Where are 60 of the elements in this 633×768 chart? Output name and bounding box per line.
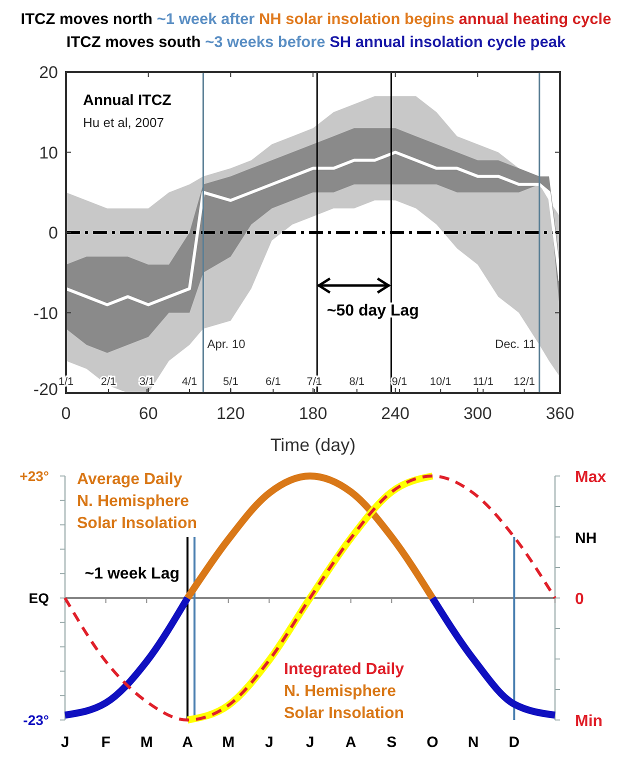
x-tick-label: A [345,734,356,751]
x-tick-label: M [140,734,153,751]
x-axis-title: Time (day) [270,435,356,455]
x2-tick-label: 2/1 [100,376,116,388]
text: Annual ITCZ [83,92,172,109]
text: 0 [575,591,584,608]
x-tick-label: 240 [381,404,410,423]
x2-tick-label: 3/1 [139,376,155,388]
x2-tick-label: 8/1 [349,376,365,388]
y-tick-label: 0 [48,224,58,242]
annotation: Solar Insolation [284,705,404,722]
x-tick-label: J [264,734,274,751]
annotation: Solar Insolation [77,515,198,532]
annotation: N. Hemisphere [77,493,190,510]
text: EQ [28,590,50,606]
x-tick-label: 0 [61,404,71,423]
x-tick-label: 120 [216,404,245,423]
ref-line-label: Dec. 11 [494,337,536,352]
x-tick-label: D [508,734,520,751]
x-tick-label: 360 [546,404,574,423]
x-tick-label: M [222,734,235,751]
x2-tick-label: 12/1 [514,376,536,388]
x-tick-label: 300 [463,404,492,423]
ref-line-label: ~1 week Lag [84,565,180,582]
y-tick-label: -20 [33,380,58,399]
x-tick-label: J [60,734,70,751]
x-tick-label: 180 [298,404,328,423]
text: SH annual insolation cycle peak [325,34,566,51]
text: NH solar insolation begins [254,11,454,28]
x-tick-label: A [182,734,194,751]
x2-tick-label: 4/1 [182,376,198,388]
y-tick-label: 10 [39,143,58,162]
text: +23° [20,468,49,484]
x2-tick-label: 5/1 [223,376,238,388]
x-tick-label: 60 [138,404,158,423]
x2-tick-label: 10/1 [430,376,452,388]
x2-tick-label: 6/1 [266,376,281,388]
text: ITCZ moves south [66,34,201,51]
annotation: Integrated Daily [284,661,404,678]
x-tick-label: S [386,734,397,751]
x-tick-label: F [101,734,110,751]
x2-tick-label: 11/1 [472,376,494,388]
text: Min [575,713,603,730]
annotation: N. Hemisphere [284,683,396,700]
x-tick-label: O [426,734,439,751]
x-tick-label: N [468,734,479,751]
text: Max [575,469,606,486]
x2-tick-label: 9/1 [392,376,408,388]
y-tick-label: -10 [33,304,58,323]
y-tick-label: 20 [39,63,58,82]
text: annual heating cycle [454,11,612,28]
text: -23° [23,712,49,728]
text: ~3 weeks before [200,34,326,51]
annotation: Average Daily [77,471,182,488]
text: ITCZ moves north [20,11,153,28]
x-tick-label: J [306,734,314,751]
y2-axis-title: NH [575,530,597,547]
text: ~1 week after [152,11,255,28]
text: Hu et al, 2007 [83,115,164,130]
ref-line-label: Apr. 10 [207,337,246,352]
